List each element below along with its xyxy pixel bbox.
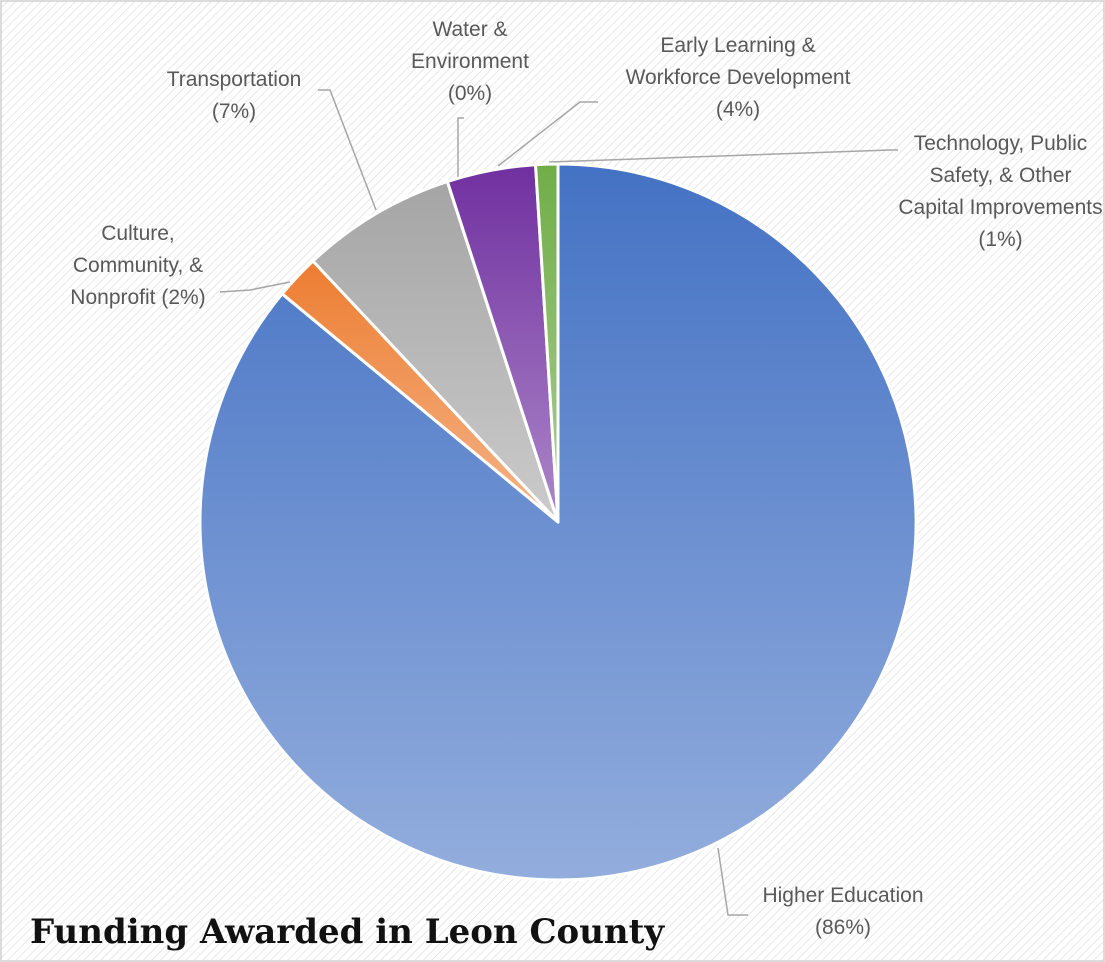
category-label: Early Learning & Workforce Development	[625, 34, 851, 89]
leader-line	[318, 89, 377, 211]
value-label: (4%)	[715, 98, 761, 121]
data-label: Culture, Community, & Nonprofit (2%)	[53, 218, 223, 314]
data-label: Higher Education (86%)	[743, 880, 943, 944]
value-label: (7%)	[211, 100, 257, 123]
value-label: (1%)	[978, 228, 1023, 251]
leader-line	[497, 101, 598, 167]
value-label: (0%)	[447, 82, 493, 105]
category-label: Transportation	[166, 68, 302, 91]
category-label: Technology, Public Safety, & Other Capit…	[898, 132, 1103, 219]
leader-line	[717, 847, 748, 916]
data-label: Water & Environment (0%)	[405, 14, 535, 110]
category-label: Higher Education	[762, 884, 924, 907]
value-label: (86%)	[814, 916, 872, 939]
data-label: Transportation (7%)	[149, 64, 319, 128]
pie-slice	[534, 162, 560, 524]
category-label: Culture, Community, &	[72, 222, 204, 277]
data-label: Technology, Public Safety, & Other Capit…	[898, 128, 1103, 256]
category-label: Water & Environment	[411, 18, 529, 73]
pie-slice	[311, 180, 560, 524]
value-label: Nonprofit (2%)	[70, 286, 206, 309]
leader-line	[219, 281, 291, 293]
chart-title: Funding Awarded in Leon County	[30, 912, 665, 952]
leader-line	[457, 117, 464, 178]
leader-line	[548, 149, 898, 163]
leader-lines	[219, 89, 898, 916]
data-label: Early Learning & Workforce Development (…	[618, 30, 858, 126]
